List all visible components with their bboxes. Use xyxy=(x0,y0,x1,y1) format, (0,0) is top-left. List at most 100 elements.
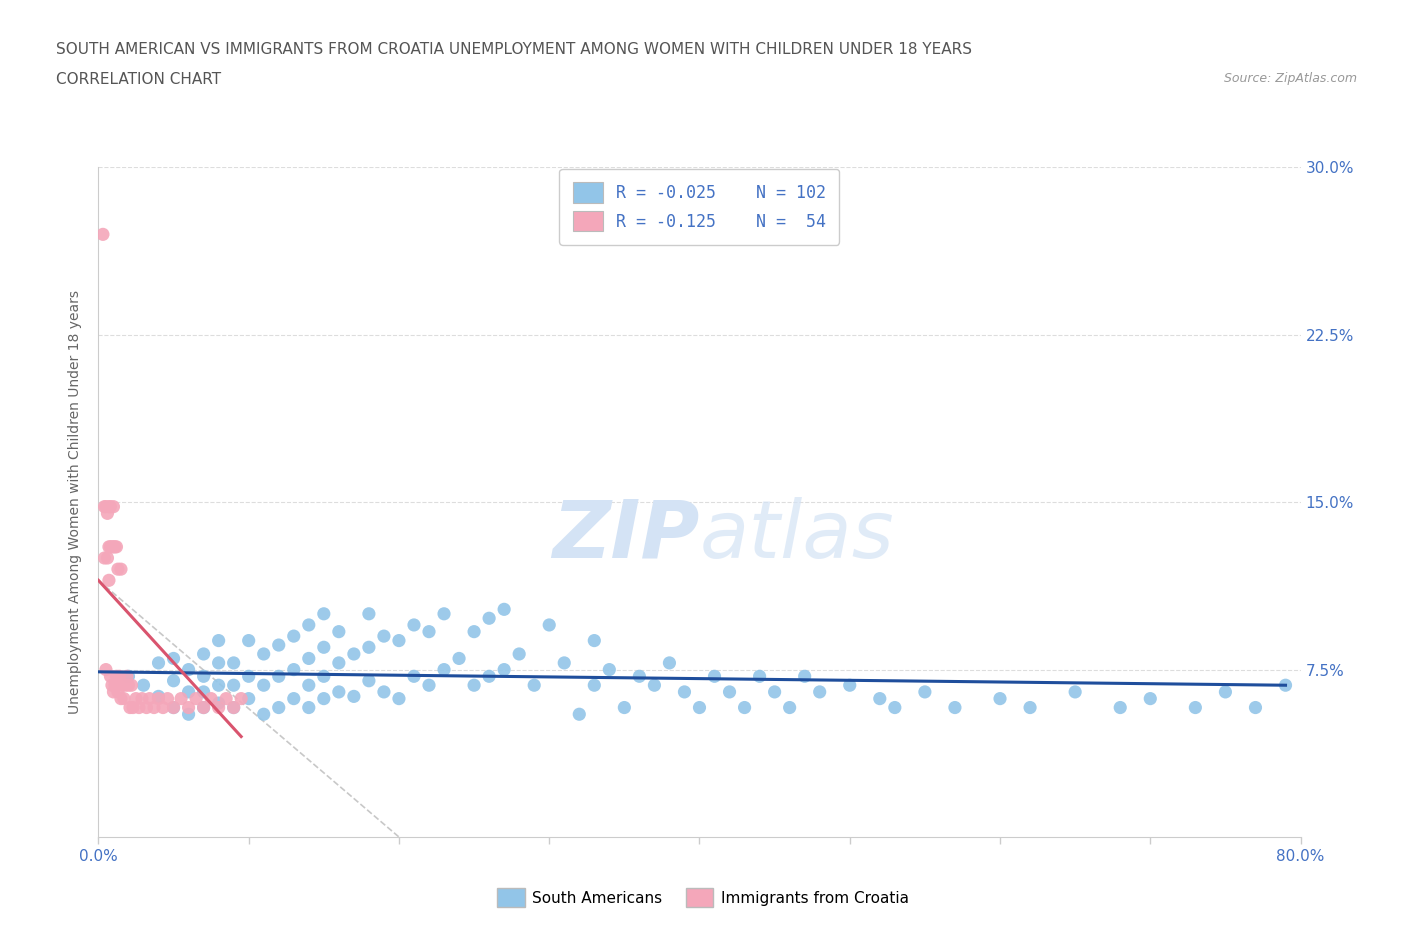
Point xyxy=(328,684,350,699)
Point xyxy=(132,678,155,693)
Point xyxy=(312,691,335,706)
Point xyxy=(343,646,366,661)
Point xyxy=(463,624,485,639)
Point xyxy=(402,669,425,684)
Point xyxy=(208,678,231,693)
Point xyxy=(162,700,184,715)
Point xyxy=(193,700,215,715)
Point xyxy=(148,691,170,706)
Point xyxy=(643,678,665,693)
Point xyxy=(238,633,260,648)
Point xyxy=(115,669,138,684)
Point xyxy=(568,707,591,722)
Point xyxy=(943,700,966,715)
Point xyxy=(298,618,321,632)
Text: ZIP: ZIP xyxy=(553,497,700,575)
Y-axis label: Unemployment Among Women with Children Under 18 years: Unemployment Among Women with Children U… xyxy=(69,290,83,714)
Point xyxy=(494,662,516,677)
Point xyxy=(793,669,815,684)
Point xyxy=(103,539,125,554)
Point xyxy=(253,678,276,693)
Point xyxy=(184,691,207,706)
Point xyxy=(104,539,127,554)
Point xyxy=(553,656,575,671)
Point xyxy=(97,539,120,554)
Point xyxy=(283,629,305,644)
Point xyxy=(988,691,1011,706)
Point xyxy=(114,678,136,693)
Point xyxy=(110,691,132,706)
Point xyxy=(103,499,125,514)
Point xyxy=(208,700,231,715)
Point xyxy=(107,684,129,699)
Point xyxy=(523,678,546,693)
Point xyxy=(105,539,128,554)
Point xyxy=(583,678,606,693)
Point xyxy=(148,656,170,671)
Point xyxy=(689,700,711,715)
Point xyxy=(103,684,125,699)
Point xyxy=(478,669,501,684)
Point xyxy=(112,691,135,706)
Point xyxy=(613,700,636,715)
Point xyxy=(312,606,335,621)
Point xyxy=(298,700,321,715)
Point xyxy=(1109,700,1132,715)
Point xyxy=(96,506,118,521)
Point xyxy=(328,656,350,671)
Point xyxy=(238,669,260,684)
Point xyxy=(418,624,440,639)
Point xyxy=(267,638,290,653)
Text: SOUTH AMERICAN VS IMMIGRANTS FROM CROATIA UNEMPLOYMENT AMONG WOMEN WITH CHILDREN: SOUTH AMERICAN VS IMMIGRANTS FROM CROATI… xyxy=(56,42,972,57)
Point xyxy=(122,700,145,715)
Point xyxy=(148,689,170,704)
Point xyxy=(357,673,380,688)
Point xyxy=(96,551,118,565)
Point xyxy=(283,662,305,677)
Point xyxy=(433,606,456,621)
Point xyxy=(734,700,756,715)
Point xyxy=(208,633,231,648)
Point xyxy=(215,691,238,706)
Point xyxy=(253,707,276,722)
Point xyxy=(177,684,200,699)
Point xyxy=(373,629,395,644)
Point xyxy=(94,662,117,677)
Point xyxy=(100,669,122,684)
Point xyxy=(583,633,606,648)
Point xyxy=(388,633,411,648)
Point xyxy=(298,678,321,693)
Point xyxy=(152,700,174,715)
Point xyxy=(328,624,350,639)
Point xyxy=(598,662,620,677)
Point xyxy=(121,678,143,693)
Point xyxy=(110,562,132,577)
Point xyxy=(357,606,380,621)
Point xyxy=(703,669,725,684)
Point xyxy=(1139,691,1161,706)
Point xyxy=(135,700,157,715)
Point xyxy=(267,669,290,684)
Point xyxy=(143,700,166,715)
Point xyxy=(673,684,696,699)
Point xyxy=(97,573,120,588)
Point xyxy=(447,651,470,666)
Point xyxy=(93,551,115,565)
Point xyxy=(418,678,440,693)
Point xyxy=(1019,700,1042,715)
Point xyxy=(193,700,215,715)
Point xyxy=(91,227,114,242)
Point xyxy=(312,640,335,655)
Point xyxy=(208,696,231,711)
Point xyxy=(1274,678,1296,693)
Point xyxy=(1244,700,1267,715)
Point xyxy=(193,646,215,661)
Point xyxy=(101,539,124,554)
Point xyxy=(200,691,222,706)
Point xyxy=(162,673,184,688)
Point xyxy=(108,669,131,684)
Point xyxy=(104,678,127,693)
Point xyxy=(222,678,245,693)
Point xyxy=(177,700,200,715)
Point xyxy=(779,700,801,715)
